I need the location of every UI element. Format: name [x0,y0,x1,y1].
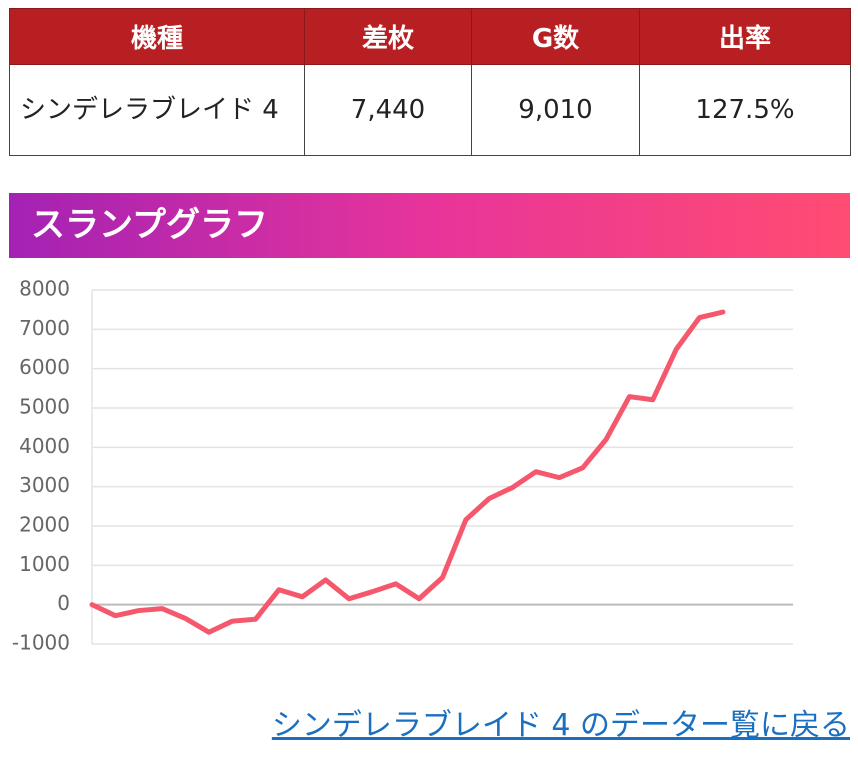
header-row: 機種 差枚 G数 出率 [9,8,851,65]
header-cell: 差枚 [304,8,472,65]
chart: -1000 0 1000 2000 3000 4000 5000 6000 7000 8000 [12,277,793,655]
y-tick-label: 6000 [19,355,70,379]
cell: シンデレラブレイド 4 [9,64,305,156]
y-tick-label: 8000 [19,277,70,301]
y-tick-label: -1000 [12,631,70,655]
result-table: 機種 差枚 G数 出率 シンデレラブレイド 4 7,440 9,010 127.… [9,8,851,156]
y-tick-label: 7000 [19,316,70,340]
y-tick-label: 5000 [19,395,70,419]
data-row: シンデレラブレイド 4 7,440 9,010 127.5% [9,64,851,156]
cell: 9,010 [471,64,640,156]
cell: 127.5% [639,64,851,156]
section-title: スランプグラフ [9,193,850,258]
y-tick-label: 0 [57,591,70,615]
line-series [89,309,726,635]
y-tick-label: 4000 [19,434,70,458]
back-link[interactable]: シンデレラブレイド 4 のデーター覧に戻る [271,708,850,743]
cell: 7,440 [304,64,472,156]
header-cell: G数 [471,8,640,65]
y-tick-label: 3000 [19,473,70,497]
y-tick-label: 1000 [19,552,70,576]
header-cell: 機種 [9,8,305,65]
y-tick-label: 2000 [19,513,70,537]
header-cell: 出率 [639,8,851,65]
